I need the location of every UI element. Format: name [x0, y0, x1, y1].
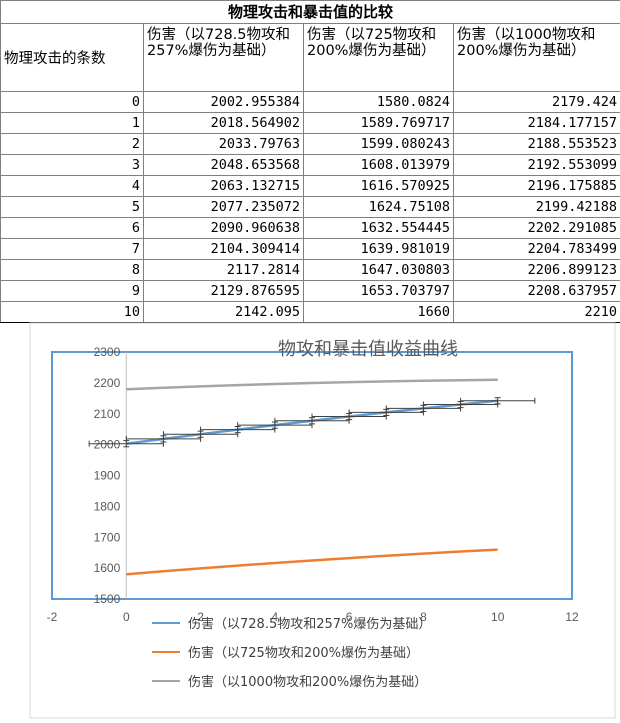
cell-count[interactable]: 0 — [0, 91, 144, 113]
cell-value[interactable]: 2204.783499 — [452, 238, 620, 260]
cell-count[interactable]: 3 — [0, 154, 144, 176]
cell-value[interactable]: 2184.177157 — [452, 112, 620, 134]
cell-value[interactable]: 1660 — [303, 301, 454, 323]
chart-frame — [29, 322, 616, 719]
legend-swatch — [152, 679, 180, 682]
legend-label: 伤害（以725物攻和200%爆伤为基础） — [188, 646, 419, 661]
cell-value[interactable]: 2202.291085 — [452, 217, 620, 239]
table-row: 5 2077.235072 1624.75108 2199.42188 — [0, 196, 620, 218]
table-row: 0 2002.955384 1580.0824 2179.424 — [0, 91, 620, 113]
x-tick-label: 12 — [565, 610, 579, 624]
cell-value[interactable]: 2208.637957 — [452, 280, 620, 302]
y-tick-label: 2100 — [94, 407, 121, 421]
cell-value[interactable]: 2129.876595 — [143, 280, 304, 302]
cell-value[interactable]: 2063.132715 — [143, 175, 304, 197]
y-tick-label: 1900 — [94, 469, 121, 483]
header-count[interactable]: 物理攻击的条数 — [0, 23, 144, 92]
cell-value[interactable]: 1647.030803 — [303, 259, 454, 281]
header-series-3[interactable]: 伤害（以1000物攻和200%爆伤为基础） — [452, 23, 620, 92]
cell-count[interactable]: 4 — [0, 175, 144, 197]
cell-count[interactable]: 10 — [0, 301, 144, 323]
legend-label: 伤害（以1000物攻和200%爆伤为基础） — [188, 675, 428, 690]
table-row: 1 2018.564902 1589.769717 2184.177157 — [0, 112, 620, 134]
cell-value[interactable]: 2192.553099 — [452, 154, 620, 176]
cell-value[interactable]: 1616.570925 — [303, 175, 454, 197]
x-tick-label: -2 — [47, 610, 58, 624]
cell-count[interactable]: 6 — [0, 217, 144, 239]
header-series-2[interactable]: 伤害（以725物攻和200%爆伤为基础） — [303, 23, 454, 92]
cell-value[interactable]: 2090.960638 — [143, 217, 304, 239]
error-bar — [274, 417, 350, 425]
legend: 伤害（以728.5物攻和257%爆伤为基础） 伤害（以725物攻和200%爆伤为基… — [152, 608, 431, 695]
cell-value[interactable]: 2179.424 — [452, 91, 620, 113]
series-line-2[interactable] — [126, 548, 498, 576]
legend-item-1[interactable]: 伤害（以728.5物攻和257%爆伤为基础） — [152, 608, 431, 637]
cell-count[interactable]: 1 — [0, 112, 144, 134]
cell-value[interactable]: 2048.653568 — [143, 154, 304, 176]
cell-count[interactable]: 8 — [0, 259, 144, 281]
legend-item-2[interactable]: 伤害（以725物攻和200%爆伤为基础） — [152, 637, 431, 666]
x-tick-label: 10 — [491, 610, 505, 624]
chart-title: 物攻和暴击值收益曲线 — [278, 339, 458, 360]
cell-value[interactable]: 2210 — [452, 301, 620, 323]
x-tick-label: 0 — [123, 610, 130, 624]
cell-value[interactable]: 2104.309414 — [143, 238, 304, 260]
series-line-3[interactable] — [126, 378, 498, 391]
y-tick-label: 2000 — [94, 438, 121, 452]
chart-area[interactable]: 物攻和暴击值收益曲线 1500 1600 1700 1800 1900 2000 2100 2… — [0, 313, 620, 723]
cell-value[interactable]: 2002.955384 — [143, 91, 304, 113]
legend-swatch — [152, 650, 180, 653]
table-row: 2 2033.79763 1599.080243 2188.553523 — [0, 133, 620, 155]
y-tick-label: 2300 — [94, 345, 121, 359]
x-tick-label: 4 — [272, 610, 279, 624]
cell-value[interactable]: 2206.899123 — [452, 259, 620, 281]
cell-value[interactable]: 2188.553523 — [452, 133, 620, 155]
y-tick-label: 1800 — [94, 499, 121, 513]
cell-value[interactable]: 1608.013979 — [303, 154, 454, 176]
y-tick-label: 2200 — [94, 376, 121, 390]
table-row: 8 2117.2814 1647.030803 2206.899123 — [0, 259, 620, 281]
cell-value[interactable]: 2077.235072 — [143, 196, 304, 218]
cell-value[interactable]: 2033.79763 — [143, 133, 304, 155]
legend-label: 伤害（以728.5物攻和257%爆伤为基础） — [188, 617, 432, 632]
table-row: 3 2048.653568 1608.013979 2192.553099 — [0, 154, 620, 176]
y-tick-label: 1500 — [94, 592, 121, 606]
cell-value[interactable]: 1589.769717 — [303, 112, 454, 134]
table-row: 6 2090.960638 1632.554445 2202.291085 — [0, 217, 620, 239]
cell-count[interactable]: 7 — [0, 238, 144, 260]
cell-value[interactable]: 2117.2814 — [143, 259, 304, 281]
plot-area-border — [51, 351, 573, 600]
cell-count[interactable]: 5 — [0, 196, 144, 218]
cell-value[interactable]: 2199.42188 — [452, 196, 620, 218]
cell-value[interactable]: 1653.703797 — [303, 280, 454, 302]
x-tick-label: 2 — [197, 610, 204, 624]
cell-count[interactable]: 9 — [0, 280, 144, 302]
spreadsheet-table: 物理攻击和暴击值的比较 物理攻击的条数 伤害（以728.5物攻和257%爆伤为基… — [0, 0, 620, 323]
series-layer — [88, 378, 536, 576]
cell-value[interactable]: 1639.981019 — [303, 238, 454, 260]
line-chart: 物攻和暴击值收益曲线 15001600170018001900200021002… — [29, 322, 616, 719]
cell-count[interactable]: 2 — [0, 133, 144, 155]
cell-value[interactable]: 1580.0824 — [303, 91, 454, 113]
y-tick-label: 1700 — [94, 530, 121, 544]
table-row: 7 2104.309414 1639.981019 2204.783499 — [0, 238, 620, 260]
cell-value[interactable]: 2018.564902 — [143, 112, 304, 134]
cell-value[interactable]: 1624.75108 — [303, 196, 454, 218]
axes: 1500 1600 1700 1800 1900 2000 2100 2200 2300 -2 0 2… — [47, 345, 579, 624]
cell-value[interactable]: 1599.080243 — [303, 133, 454, 155]
y-tick-label: 1600 — [94, 561, 121, 575]
table-row: 9 2129.876595 1653.703797 2208.637957 — [0, 280, 620, 302]
header-series-1[interactable]: 伤害（以728.5物攻和257%爆伤为基础） — [143, 23, 304, 92]
x-tick-label: 8 — [420, 610, 427, 624]
legend-item-3[interactable]: 伤害（以1000物攻和200%爆伤为基础） — [152, 666, 431, 695]
error-bar — [460, 397, 536, 405]
cell-value[interactable]: 1632.554445 — [303, 217, 454, 239]
table-row: 10 2142.095 1660 2210 — [0, 301, 620, 323]
x-tick-label: 6 — [346, 610, 353, 624]
table-title[interactable]: 物理攻击和暴击值的比较 — [0, 0, 620, 24]
legend-swatch — [152, 621, 180, 624]
table-row: 4 2063.132715 1616.570925 2196.175885 — [0, 175, 620, 197]
cell-value[interactable]: 2196.175885 — [452, 175, 620, 197]
